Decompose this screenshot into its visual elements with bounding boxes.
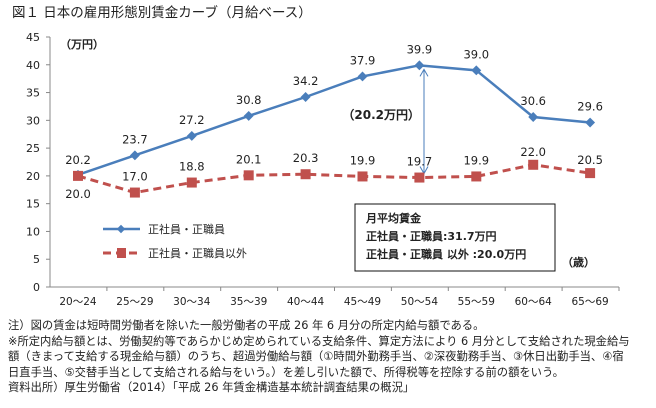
data-label-regular: 29.6 [577, 100, 603, 114]
point-nonregular [300, 169, 311, 180]
legend-label-nonregular: 正社員・正職員以外 [148, 246, 247, 260]
y-tick-label: 15 [26, 198, 40, 211]
point-regular [129, 150, 140, 161]
note-line: 額（きまって支給する現金給与額）のうち、超過労働給与額（①時間外勤務手当、②深夜… [8, 350, 624, 363]
y-tick-label: 0 [33, 281, 40, 294]
source-line: 資料出所）厚生労働省（2014）「平成 26 年賃金構造基本統計調査結果の概況」 [8, 381, 415, 394]
y-tick-label: 45 [26, 31, 40, 44]
y-tick-label: 25 [26, 142, 40, 155]
x-tick-label: 60～64 [515, 296, 553, 308]
point-nonregular [471, 171, 482, 182]
point-regular [357, 71, 368, 82]
data-label-nonregular: 20.0 [65, 187, 91, 201]
point-nonregular [186, 177, 197, 188]
y-tick-label: 40 [26, 59, 40, 72]
point-nonregular [129, 187, 140, 198]
info-box-regular: 正社員・正職員:31.7万円 [366, 229, 497, 243]
info-box-title: 月平均賃金 [365, 211, 422, 225]
difference-label: （20.2万円） [342, 107, 420, 122]
y-axis-unit: （万円） [60, 38, 104, 51]
y-tick-label: 20 [26, 170, 40, 183]
data-label-regular: 39.9 [407, 42, 433, 56]
point-regular [243, 110, 254, 121]
info-box-nonregular: 正社員・正職員 以外 :20.0万円 [366, 247, 526, 261]
note-line: ※所定内給与額とは、労働契約等であらかじめ定められている支給条件、算定方法により… [8, 334, 630, 348]
data-label-nonregular: 19.7 [407, 155, 433, 169]
series-line-nonregular [77, 163, 591, 195]
point-nonregular [585, 168, 596, 179]
data-label-regular: 23.7 [122, 132, 148, 146]
chart-title: 図１ 日本の雇用形態別賃金カーブ（月給ベース） [12, 4, 312, 21]
data-label-regular: 37.9 [350, 53, 376, 67]
point-nonregular [243, 170, 254, 181]
wage-curve-chart: 図１ 日本の雇用形態別賃金カーブ（月給ベース） （万円） （歳） 0 5 10 15 2… [12, 4, 620, 308]
point-nonregular [357, 171, 368, 182]
point-regular [585, 117, 596, 128]
data-label-regular: 39.0 [463, 47, 489, 61]
point-nonregular [414, 172, 425, 183]
legend: 正社員・正職員 正社員・正職員以外 [103, 222, 247, 260]
data-label-nonregular: 19.9 [463, 153, 489, 167]
y-tick-label: 35 [26, 87, 40, 100]
data-label-regular: 34.2 [293, 74, 319, 88]
series-line-regular [77, 64, 591, 176]
point-nonregular [528, 159, 539, 170]
data-label-nonregular: 17.0 [122, 170, 148, 184]
data-label-nonregular: 19.9 [350, 153, 376, 167]
x-tick-label: 25～29 [116, 296, 153, 308]
legend-label-regular: 正社員・正職員 [148, 222, 225, 236]
data-label-nonregular: 22.0 [520, 145, 546, 159]
x-axis-unit: （歳） [562, 255, 595, 269]
data-label-nonregular: 18.8 [179, 160, 205, 174]
y-tick-label: 5 [33, 253, 40, 266]
data-label-nonregular: 20.1 [236, 152, 262, 166]
point-regular [186, 130, 197, 141]
point-regular [300, 92, 311, 102]
data-label-nonregular: 20.5 [577, 153, 603, 167]
note-line: 注）図の賃金は短時間労働者を除いた一般労働者の平成 26 年 6 月分の所定内給… [8, 319, 485, 332]
legend-marker-nonregular [117, 248, 126, 258]
x-tick-label: 20～24 [59, 296, 97, 308]
data-label-regular: 27.2 [179, 113, 205, 127]
y-tick-label: 10 [26, 225, 40, 238]
info-box: 月平均賃金 正社員・正職員:31.7万円 正社員・正職員 以外 :20.0万円 [354, 203, 556, 272]
notes: 注）図の賃金は短時間労働者を除いた一般労働者の平成 26 年 6 月分の所定内給… [8, 318, 653, 396]
x-tick-label: 45～49 [344, 296, 381, 308]
x-tick-label: 55～59 [458, 296, 495, 308]
y-tick-label: 30 [26, 114, 40, 127]
x-tick-label: 65～69 [571, 296, 608, 308]
legend-marker-regular [116, 224, 126, 234]
data-label-regular: 30.6 [520, 94, 546, 108]
point-regular [528, 112, 539, 122]
x-tick-label: 30～34 [173, 296, 211, 308]
point-nonregular [73, 170, 83, 181]
data-label-regular: 30.8 [236, 93, 262, 107]
data-label-regular: 20.2 [65, 153, 91, 167]
point-regular [414, 60, 425, 71]
x-tick-label: 50～54 [401, 296, 439, 308]
note-line: 日直手当、⑤交替手当として支給される給与をいう。）を差し引いた額で、所得税等を控… [8, 365, 564, 379]
x-tick-label: 40～44 [287, 296, 325, 308]
data-label-nonregular: 20.3 [293, 151, 319, 165]
x-tick-label: 35～39 [230, 296, 267, 308]
